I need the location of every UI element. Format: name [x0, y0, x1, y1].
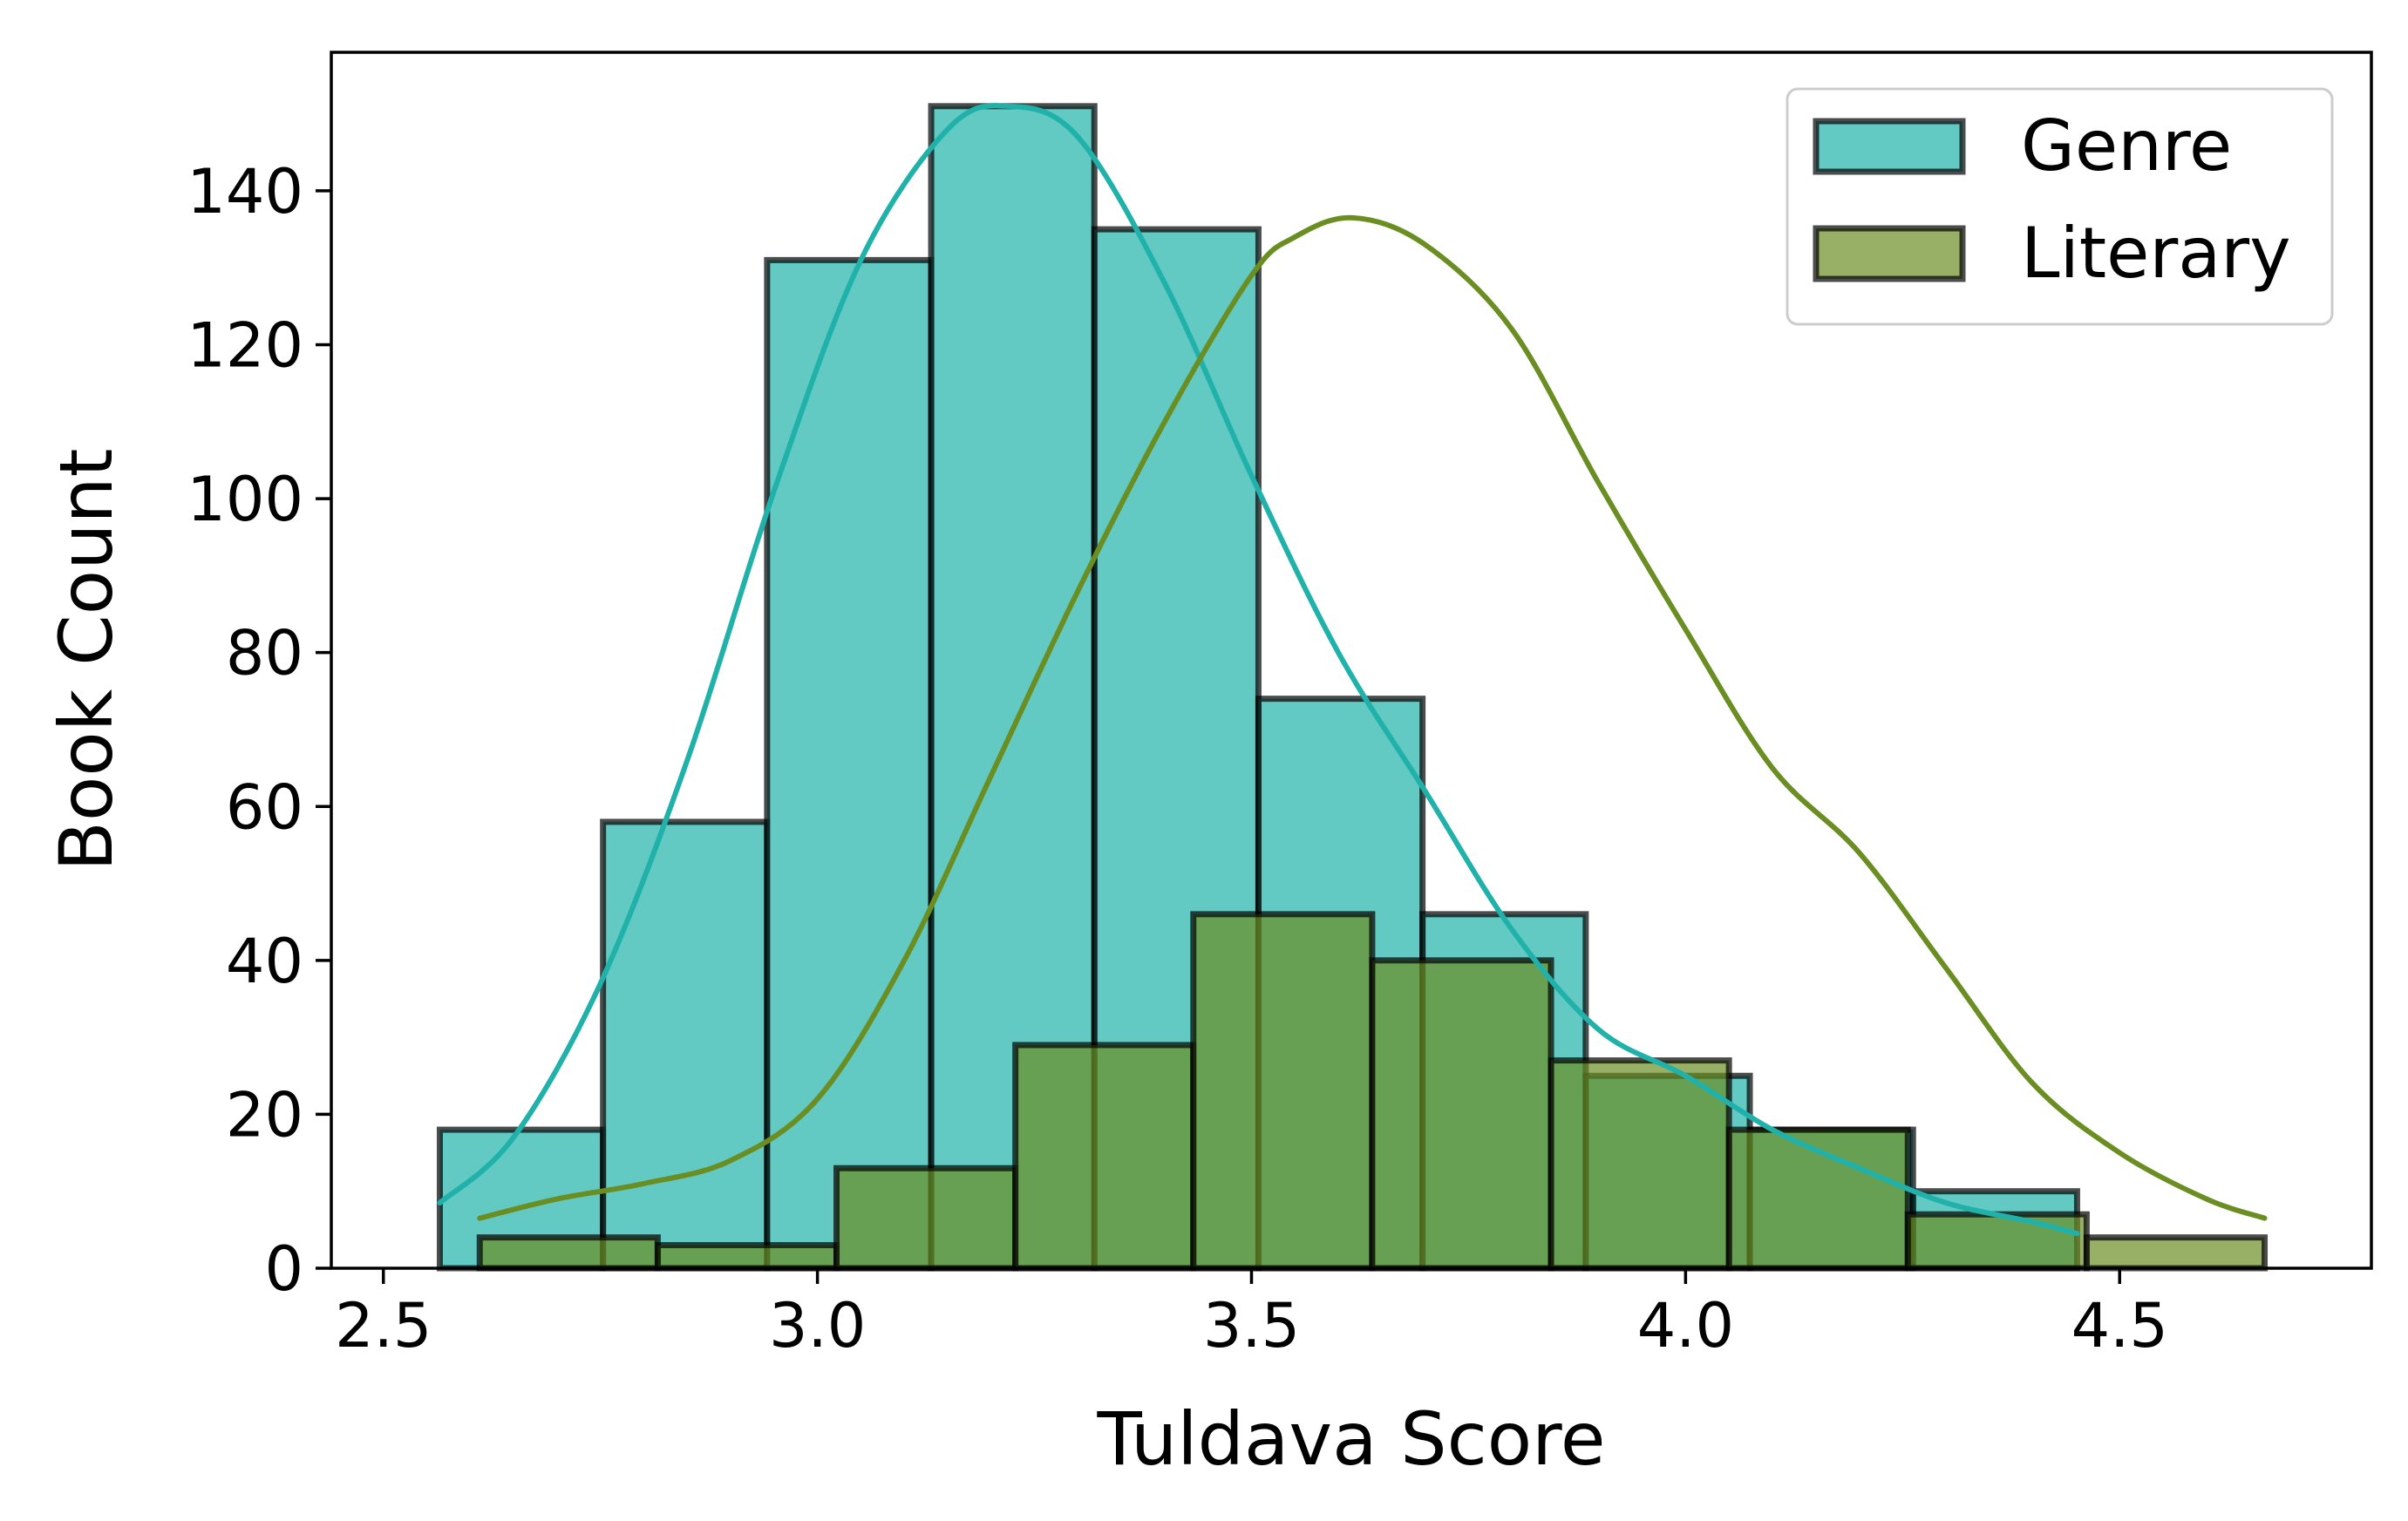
y-tick-label: 120	[187, 310, 303, 382]
y-tick-label: 80	[226, 618, 303, 689]
literary-bar	[1190, 911, 1376, 1272]
legend-label-literary: Literary	[2021, 213, 2291, 294]
y-tick-label: 100	[187, 464, 303, 535]
kde-curves	[437, 103, 2268, 1237]
y-tick-label: 140	[187, 156, 303, 227]
legend: Genre Literary	[1786, 87, 2334, 326]
y-axis-ticks: 0 20 40 60 80 100 120 140	[187, 156, 331, 1305]
genre-bar	[764, 256, 935, 1272]
plot-frame	[330, 51, 2373, 1270]
literary-bar	[654, 1242, 840, 1272]
literary-bar	[1548, 1057, 1732, 1272]
genre-kde-line	[437, 103, 2080, 1237]
legend-label-genre: Genre	[2021, 105, 2232, 187]
x-tick-label: 2.5	[335, 1290, 432, 1361]
x-tick-label: 4.0	[1637, 1290, 1734, 1361]
x-tick-label: 3.5	[1203, 1290, 1300, 1361]
literary-bar	[2083, 1234, 2269, 1272]
y-tick-label: 20	[226, 1079, 303, 1151]
literary-bar	[1904, 1211, 2090, 1272]
y-tick-label: 60	[226, 771, 303, 843]
literary-bar	[1369, 957, 1554, 1272]
x-tick-label: 4.5	[2071, 1290, 2168, 1361]
literary-bar	[833, 1165, 1019, 1272]
literary-bar	[476, 1234, 661, 1272]
legend-swatch-genre	[1813, 118, 1966, 175]
literary-histogram-bars	[476, 911, 2269, 1272]
literary-bar	[1012, 1042, 1197, 1272]
genre-bar	[600, 818, 771, 1272]
legend-swatch-literary	[1813, 225, 1966, 282]
x-axis-label: Tuldava Score	[1096, 1396, 1605, 1482]
x-axis-ticks: 2.5 3.0 3.5 4.0 4.5	[335, 1268, 2168, 1361]
literary-kde-line	[477, 214, 2268, 1221]
y-tick-label: 0	[264, 1233, 303, 1305]
y-axis-label: Book Count	[44, 448, 129, 871]
x-tick-label: 3.0	[769, 1290, 866, 1361]
y-tick-label: 40	[226, 926, 303, 997]
